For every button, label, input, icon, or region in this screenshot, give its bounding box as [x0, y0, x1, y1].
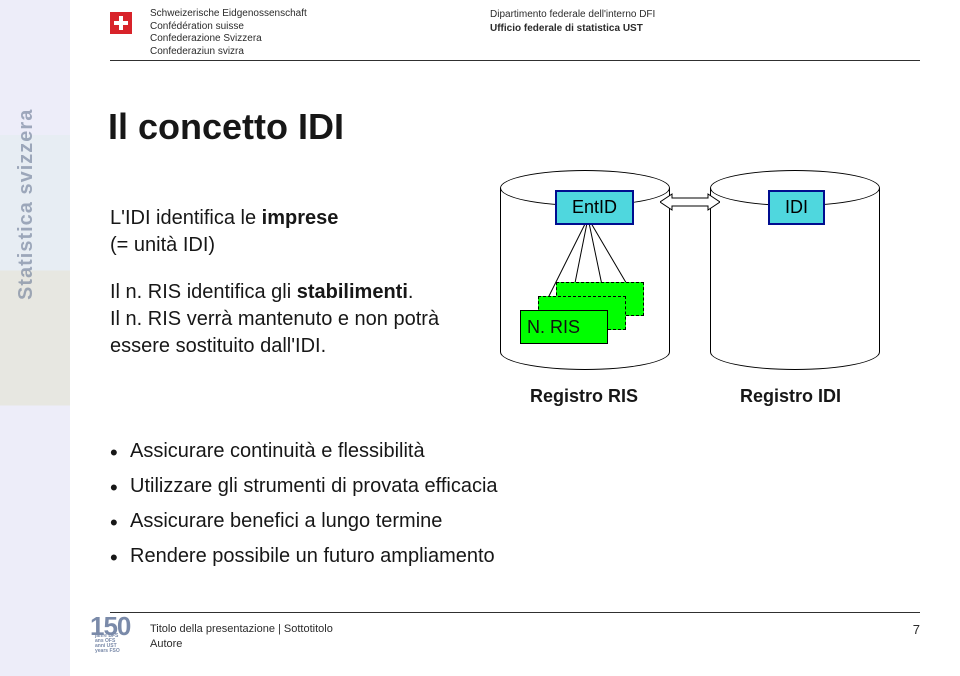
entid-tag: EntID — [555, 190, 634, 225]
idi-diagram: EntID IDI N. RIS Registro RIS Registro I… — [500, 170, 880, 430]
footer-text: Titolo della presentazione | Sottotitolo… — [150, 622, 333, 652]
bullet-item: Assicurare continuità e flessibilità — [110, 438, 810, 465]
anniversary-lines: jahre BFS ans OFS anni UST years FSO — [95, 634, 120, 654]
registro-idi-label: Registro IDI — [740, 386, 841, 407]
text: Il n. RIS identifica gli — [110, 281, 297, 303]
left-strip-image — [0, 0, 70, 676]
double-arrow-icon — [660, 192, 720, 212]
text: L'IDI identifica le — [110, 207, 262, 229]
registro-ris-label: Registro RIS — [530, 386, 638, 407]
idi-tag: IDI — [768, 190, 825, 225]
conf-line: Confederazione Svizzera — [150, 33, 307, 46]
nris-label: N. RIS — [527, 317, 580, 338]
department-names: Dipartimento federale dell'interno DFI U… — [490, 8, 920, 36]
anniv-line: years FSO — [95, 649, 120, 654]
footer-line: Autore — [150, 637, 333, 652]
header: Schweizerische Eidgenossenschaft Confédé… — [0, 6, 960, 66]
nris-stack: N. RIS — [520, 282, 650, 344]
page-number: 7 — [913, 622, 920, 637]
paragraph-1: L'IDI identifica le imprese (= unità IDI… — [110, 205, 470, 259]
dept-line: Ufficio federale di statistica UST — [490, 22, 920, 36]
bullet-item: Assicurare benefici a lungo termine — [110, 508, 810, 535]
nris-box-front: N. RIS — [520, 310, 608, 344]
conf-line: Confédération suisse — [150, 21, 307, 34]
anniversary-logo: 150 jahre BFS ans OFS anni UST years FSO — [95, 616, 140, 656]
left-strip-text: Statistica svizzera — [15, 109, 38, 300]
conf-line: Confederaziun svizra — [150, 46, 307, 59]
footer-rule — [110, 612, 920, 613]
bullet-item: Utilizzare gli strumenti di provata effi… — [110, 473, 810, 500]
paragraph-2: Il n. RIS identifica gli stabilimenti. I… — [110, 279, 470, 360]
bold-text: imprese — [262, 207, 339, 229]
footer-line: Titolo della presentazione | Sottotitolo — [150, 622, 333, 637]
confederation-names: Schweizerische Eidgenossenschaft Confédé… — [150, 8, 307, 58]
text: Il n. RIS verrà mantenuto e non potrà es… — [110, 308, 439, 357]
text: (= unità IDI) — [110, 234, 215, 256]
slide: Statistica svizzera Schweizerische Eidge… — [0, 0, 960, 676]
page-title: Il concetto IDI — [108, 106, 344, 148]
header-rule — [110, 60, 920, 61]
text: . — [408, 281, 414, 303]
bullet-list: Assicurare continuità e flessibilità Uti… — [110, 438, 810, 578]
body-text-left: L'IDI identifica le imprese (= unità IDI… — [110, 205, 470, 380]
conf-line: Schweizerische Eidgenossenschaft — [150, 8, 307, 21]
bullet-item: Rendere possibile un futuro ampliamento — [110, 543, 810, 570]
bold-text: stabilimenti — [297, 281, 408, 303]
swiss-flag-icon — [110, 12, 132, 34]
dept-line: Dipartimento federale dell'interno DFI — [490, 8, 920, 22]
